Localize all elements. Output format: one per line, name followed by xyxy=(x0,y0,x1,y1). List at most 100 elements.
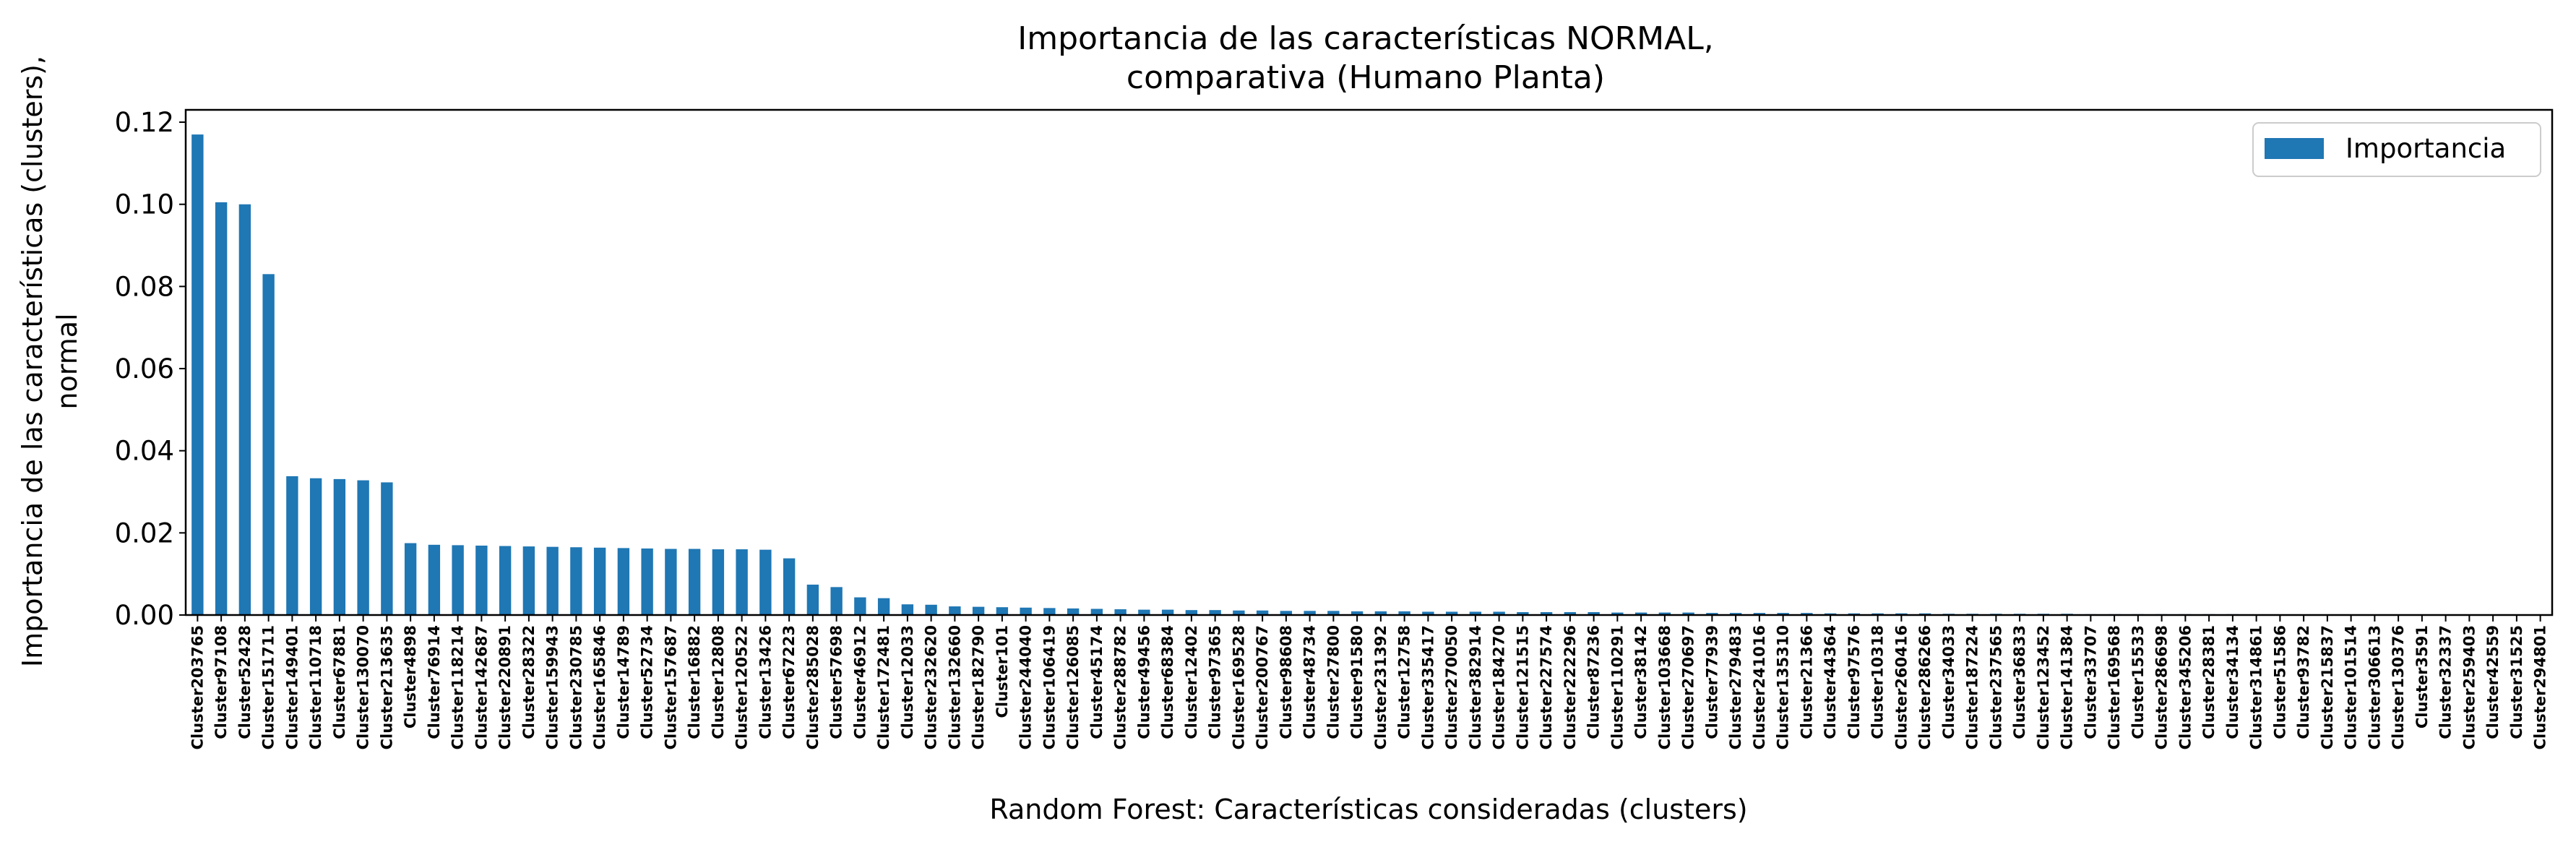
x-tick-label: Cluster101514 xyxy=(2343,625,2360,749)
x-tick-label: Cluster101 xyxy=(994,625,1011,718)
bar xyxy=(830,587,843,615)
bar xyxy=(854,597,866,615)
legend-swatch xyxy=(2265,138,2324,159)
x-tick-label: Cluster314861 xyxy=(2248,625,2265,749)
x-tick-label: Cluster237565 xyxy=(1987,625,2004,749)
bar xyxy=(1256,610,1269,615)
bar xyxy=(783,558,796,615)
x-tick-label: Cluster103668 xyxy=(1656,625,1673,749)
x-tick-label: Cluster91580 xyxy=(1348,625,1366,739)
bar xyxy=(499,546,512,615)
x-tick-label: Cluster222296 xyxy=(1561,625,1579,749)
x-tick-label: Cluster68384 xyxy=(1159,625,1176,739)
bar xyxy=(1020,607,1032,615)
y-tick-label: 0.00 xyxy=(115,600,174,631)
bar xyxy=(570,547,582,615)
x-tick-label: Cluster165846 xyxy=(591,625,608,749)
x-tick-label: Cluster132660 xyxy=(946,625,963,749)
x-tick-label: Cluster382914 xyxy=(1467,625,1484,749)
y-axis-ticks: 0.00 0.02 0.04 0.06 0.08 0.10 0.12 xyxy=(115,107,186,631)
x-tick-label: Cluster33707 xyxy=(2082,625,2099,739)
x-tick-label: Cluster49456 xyxy=(1135,625,1153,739)
y-axis-label-line1: Importancia de las características (clus… xyxy=(17,56,48,667)
y-tick-label: 0.12 xyxy=(115,107,174,138)
x-tick-label: Cluster172481 xyxy=(875,625,892,749)
bar xyxy=(522,546,535,615)
x-tick-label: Cluster51586 xyxy=(2271,625,2288,739)
bar xyxy=(452,545,464,615)
bar xyxy=(286,476,298,615)
x-tick-label: Cluster14789 xyxy=(615,625,632,739)
x-tick-label: Cluster241016 xyxy=(1751,625,1768,749)
x-tick-label: Cluster184270 xyxy=(1491,625,1508,749)
bar xyxy=(712,549,725,615)
x-tick-label: Cluster149401 xyxy=(283,625,301,749)
x-tick-label: Cluster335417 xyxy=(1419,625,1436,749)
x-tick-label: Cluster288782 xyxy=(1112,625,1129,749)
y-tick-label: 0.08 xyxy=(115,271,174,302)
bar xyxy=(309,478,322,615)
x-tick-label: Cluster38142 xyxy=(1632,625,1650,739)
bar xyxy=(1564,612,1577,615)
y-tick-label: 0.10 xyxy=(115,189,174,220)
x-tick-label: Cluster77939 xyxy=(1703,625,1720,739)
bar xyxy=(191,134,204,616)
bar xyxy=(1777,613,1789,615)
x-tick-label: Cluster13426 xyxy=(757,625,774,739)
x-tick-label: Cluster213635 xyxy=(378,625,395,749)
x-tick-label: Cluster4898 xyxy=(402,625,419,728)
x-tick-label: Cluster52428 xyxy=(236,625,254,739)
bar xyxy=(475,545,488,615)
x-tick-label: Cluster34033 xyxy=(1940,625,1957,739)
x-tick-label: Cluster270050 xyxy=(1443,625,1460,749)
x-tick-label: Cluster97365 xyxy=(1207,625,1224,739)
y-tick-label: 0.06 xyxy=(115,353,174,384)
x-tick-label: Cluster244040 xyxy=(1017,625,1035,749)
x-tick-label: Cluster12033 xyxy=(899,625,916,739)
bar xyxy=(1540,612,1553,615)
x-tick-label: Cluster120522 xyxy=(733,625,751,749)
x-tick-label: Cluster12808 xyxy=(710,625,727,739)
bar xyxy=(1209,610,1221,615)
x-tick-label: Cluster151711 xyxy=(260,625,277,749)
bar xyxy=(1469,611,1482,615)
chart-title-line2: comparativa (Humano Planta) xyxy=(1127,59,1605,96)
x-tick-label: Cluster106419 xyxy=(1041,625,1058,749)
x-tick-label: Cluster34134 xyxy=(2224,625,2241,739)
x-tick-label: Cluster285028 xyxy=(804,625,822,749)
bar xyxy=(1043,608,1056,615)
bar xyxy=(1374,611,1387,615)
x-tick-label: Cluster130376 xyxy=(2390,625,2407,749)
bar xyxy=(404,543,417,615)
x-tick-label: Cluster135310 xyxy=(1775,625,1792,749)
x-tick-label: Cluster215837 xyxy=(2319,625,2336,749)
bar xyxy=(736,549,748,615)
x-tick-label: Cluster97576 xyxy=(1845,625,1863,739)
y-tick-label: 0.02 xyxy=(115,517,174,549)
bar xyxy=(1280,611,1293,615)
bar xyxy=(1422,611,1434,615)
bar xyxy=(925,604,937,615)
x-axis-label: Random Forest: Características considera… xyxy=(989,794,1747,825)
x-tick-label: Cluster16882 xyxy=(686,625,703,739)
x-tick-label: Cluster44364 xyxy=(1822,625,1839,739)
x-tick-label: Cluster76914 xyxy=(426,625,443,739)
y-tick-label: 0.04 xyxy=(115,436,174,467)
bar xyxy=(1067,608,1080,615)
x-axis-ticks: Cluster203765 Cluster97108 Cluster52428 Clu… xyxy=(189,615,2549,749)
bar xyxy=(949,606,961,615)
bar xyxy=(806,584,819,615)
x-tick-label: Cluster32337 xyxy=(2437,625,2455,739)
bar xyxy=(1634,612,1647,615)
x-tick-label: Cluster28322 xyxy=(520,625,538,739)
bar xyxy=(877,598,890,615)
x-tick-label: Cluster45174 xyxy=(1088,625,1106,739)
bar xyxy=(901,604,914,615)
bar xyxy=(1398,611,1410,615)
x-tick-label: Cluster294801 xyxy=(2532,625,2549,749)
bar xyxy=(1090,609,1103,615)
x-tick-label: Cluster21366 xyxy=(1798,625,1815,739)
bar xyxy=(972,606,985,615)
bar xyxy=(1304,611,1316,615)
bar xyxy=(1658,612,1671,615)
